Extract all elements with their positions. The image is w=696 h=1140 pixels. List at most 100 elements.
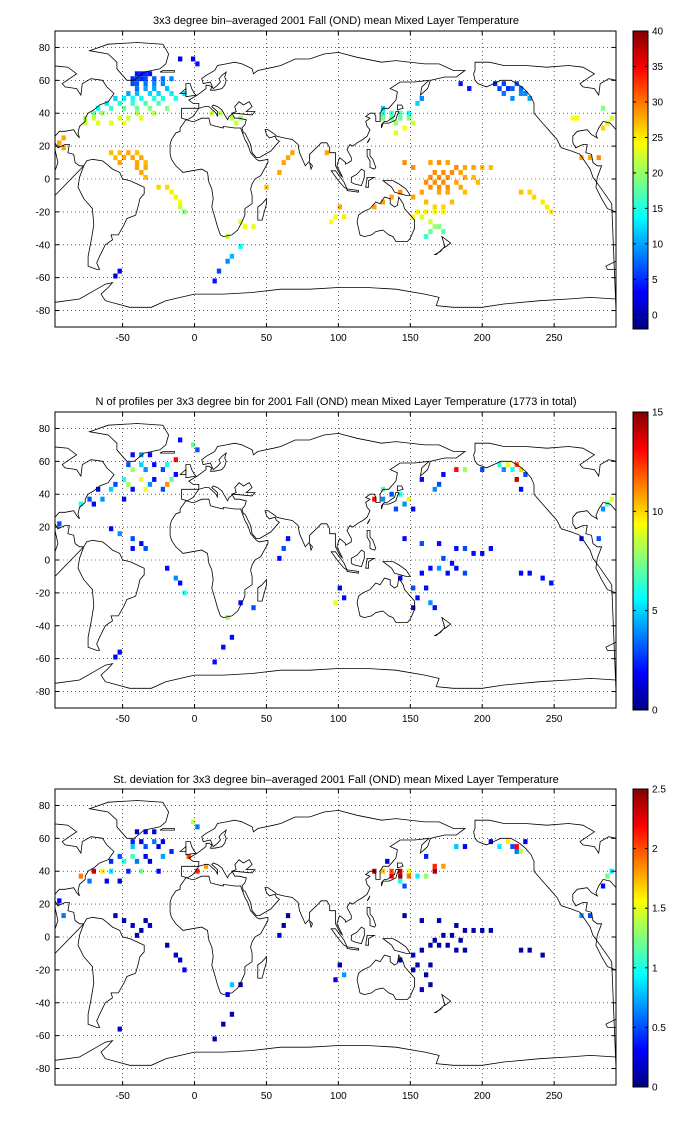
data-cell: [126, 115, 131, 121]
data-cell: [415, 595, 420, 601]
data-cell: [277, 932, 282, 938]
data-cell: [579, 155, 584, 161]
coastline-path: [381, 111, 400, 129]
coastline-path: [257, 955, 267, 979]
data-cell: [579, 913, 584, 919]
data-cell: [402, 160, 407, 166]
data-cell: [83, 120, 88, 126]
data-cell: [104, 100, 109, 106]
data-cell: [406, 496, 412, 502]
data-cell: [432, 486, 437, 492]
data-cell: [454, 546, 459, 551]
data-cell: [454, 923, 459, 928]
data-cell: [428, 229, 433, 235]
colorbar-tick-label: 2: [652, 844, 658, 855]
data-cell: [169, 76, 174, 82]
y-tick-label: 0: [44, 175, 50, 186]
data-cell: [609, 496, 614, 502]
data-cell: [393, 130, 399, 136]
data-cell: [139, 541, 144, 547]
data-cell: [518, 486, 524, 492]
colorbar-tick-label: 20: [652, 168, 664, 179]
data-cell: [143, 844, 148, 850]
data-cell: [113, 95, 118, 101]
data-cell: [143, 71, 148, 77]
x-tick-label: 0: [192, 333, 198, 344]
data-cell: [605, 120, 610, 126]
coastline-path: [308, 919, 313, 929]
data-cell: [471, 165, 476, 170]
data-cell: [91, 501, 96, 507]
y-tick-label: 80: [39, 43, 51, 54]
y-tick-label: -60: [36, 273, 51, 284]
data-cell: [147, 105, 153, 111]
data-cell: [57, 521, 62, 527]
data-cell: [441, 204, 446, 210]
data-cell: [117, 649, 122, 655]
data-cell: [398, 115, 403, 121]
data-cell: [454, 844, 459, 850]
data-cell: [454, 565, 459, 571]
data-cell: [462, 927, 468, 933]
data-cell: [402, 501, 407, 507]
colorbar-tick-label: 0: [652, 1083, 658, 1094]
data-cell: [156, 184, 161, 190]
data-cell: [488, 839, 494, 845]
coastline-path: [433, 993, 452, 1013]
y-tick-label: 0: [44, 556, 50, 567]
data-cell: [126, 462, 131, 468]
data-cell: [113, 913, 118, 919]
data-cell: [423, 234, 429, 240]
data-cell: [139, 927, 144, 933]
x-tick-label: 100: [330, 1091, 347, 1102]
data-cell: [121, 95, 127, 101]
data-cell: [518, 849, 524, 854]
data-cell: [221, 1021, 226, 1027]
data-cell: [190, 442, 196, 448]
data-cell: [411, 506, 416, 512]
data-cell: [471, 927, 476, 933]
data-cell: [411, 605, 416, 611]
y-tick-label: 40: [39, 867, 51, 878]
coastline-path: [356, 196, 415, 242]
data-cell: [169, 189, 174, 195]
coastline-path: [356, 577, 415, 623]
data-cell: [190, 56, 196, 62]
colorbar-tick-label: 40: [652, 27, 664, 38]
data-cell: [510, 95, 515, 101]
coastline-path: [433, 616, 452, 636]
data-cell: [134, 71, 140, 77]
y-tick-label: 80: [39, 801, 51, 812]
data-cell: [411, 194, 416, 200]
data-cell: [372, 496, 377, 502]
data-cell: [423, 585, 429, 591]
data-cell: [57, 898, 62, 904]
data-cell: [432, 169, 437, 175]
data-cell: [454, 179, 459, 185]
data-cell: [432, 224, 437, 230]
data-cell: [380, 199, 386, 205]
data-cell: [126, 91, 131, 96]
data-cell: [57, 140, 62, 146]
data-cell: [126, 150, 131, 156]
data-cell: [518, 189, 524, 195]
data-cell: [238, 982, 243, 988]
data-cell: [108, 150, 114, 156]
colorbar-tick-label: 0.5: [652, 1023, 666, 1034]
data-cell: [277, 555, 282, 561]
y-tick-label: 60: [39, 834, 51, 845]
data-cell: [152, 839, 157, 845]
data-cell: [139, 462, 144, 468]
data-cell: [117, 160, 122, 166]
coastline-path: [87, 42, 170, 81]
data-cell: [402, 883, 407, 889]
y-tick-label: -80: [36, 306, 51, 317]
data-cell: [134, 86, 140, 92]
colorbar-tick-label: 1.5: [652, 904, 666, 915]
y-tick-label: -80: [36, 1064, 51, 1075]
data-cell: [229, 1011, 235, 1017]
data-cell: [139, 155, 144, 161]
data-cell: [445, 174, 450, 180]
data-cell: [139, 169, 144, 175]
data-cell: [165, 942, 170, 948]
